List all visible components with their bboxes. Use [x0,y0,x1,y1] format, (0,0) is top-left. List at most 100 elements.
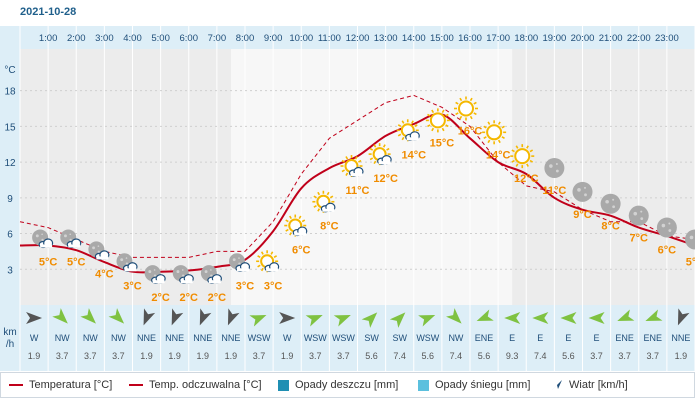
sun-ray [301,219,306,223]
hour-label: 15:00 [430,33,454,44]
cloud-base [124,268,137,272]
wind-arrow-icon [279,312,296,324]
hours-header [0,26,695,49]
sun-ray [483,125,487,129]
sun-ray [526,145,529,149]
temp-label: 15°C [430,137,455,149]
wind-direction: NNE [221,333,240,343]
hour-label: 12:00 [346,33,370,44]
temp-label: 6°C [658,245,677,257]
sun-ray [257,255,261,258]
moon-crater [120,258,124,262]
cloud-icon [94,250,110,260]
hour-label: 7:00 [208,33,227,44]
wind-speed: 3.7 [618,351,631,361]
wind-speed: 3.7 [84,351,97,361]
wind-arrow-shape [560,312,577,324]
sun-ray [414,124,418,127]
cloud-icon [235,262,251,272]
cloud-icon [264,262,280,272]
moon-crater [148,270,152,274]
cloud-icon [405,131,420,141]
wind-direction: WSW [304,333,327,343]
cloud-icon [348,166,364,177]
moon-crater [125,262,129,265]
sun-ray [273,255,278,258]
cloud-icon [207,274,222,284]
moon-crater [125,257,128,259]
moon-icon [600,193,621,214]
sun-ray [401,120,405,124]
wind-arrow-icon [645,309,663,321]
wind-unit-label: /h [6,339,14,350]
wind-direction: E [537,333,543,343]
wind-speed: 3.7 [56,351,69,361]
wind-arrow-icon [617,309,635,321]
hour-label: 6:00 [180,33,199,44]
sun-ray [459,97,463,102]
sun-ray [373,160,377,165]
cloud-icon [179,274,194,284]
cloud-icon [151,274,166,284]
wind-arrow-shape [532,312,549,324]
moon-disc [544,158,565,179]
wind-direction: E [594,333,600,343]
hour-label: 4:00 [123,33,142,44]
moon-crater [210,269,212,271]
wind-speed: 5.6 [365,351,378,361]
wind-speed: 7.4 [393,351,406,361]
hour-label: 22:00 [627,33,651,44]
sun-ray [427,113,431,117]
sun-ray [501,136,505,139]
wind-direction: E [509,333,515,343]
sun-ray [445,113,449,117]
moon-disc [656,217,677,238]
sun-ray [382,144,386,148]
sun-ray [497,139,501,144]
moon-crater [64,234,67,238]
moon-crater [153,274,157,277]
moon-crater [210,274,213,277]
sun-ray [469,115,473,120]
y-tick-label: 18 [4,87,16,98]
legend-temp-label: Temperatura [°C] [29,379,113,391]
sun-ray [317,191,321,196]
moon-icon [656,217,677,238]
moon-crater [668,222,671,225]
sun-ray [431,109,435,114]
wind-arrow-shape [476,309,494,321]
moon-crater [35,234,39,238]
wind-speed: 5.6 [562,351,575,361]
sun-ray [515,163,519,167]
cloud-base [322,208,335,212]
legend-rain-label: Opady deszczu [mm] [295,379,399,391]
legend-temp: Temperatura [°C] [9,379,112,391]
sun-ray [469,97,473,102]
temp-label: 2°C [180,292,199,304]
wind-speed: 5.6 [422,351,435,361]
sun-ray [270,251,274,255]
wind-arrow-shape [199,308,212,326]
wind-arrow-icon [249,315,267,327]
moon-disc [628,205,649,226]
moon-crater [689,235,694,240]
y-tick-label: 6 [7,230,13,241]
moon-crater [584,186,586,189]
cloud-icon [66,238,82,249]
temp-label: 5°C [39,256,58,268]
wind-arrow-icon [446,308,462,324]
wind-direction: SW [392,333,407,343]
hour-label: 18:00 [514,33,538,44]
cloud-icon [377,155,392,165]
moon-crater [238,262,241,265]
sun-icon [482,120,507,145]
sun-ray [326,191,330,196]
moon-crater [181,269,184,271]
wind-arrow-shape [26,312,43,324]
wind-unit-label: km [3,327,16,338]
sun-ray [441,109,445,114]
sun-ray [497,121,501,125]
sun-disc [514,148,531,165]
wind-speed: 3.7 [309,351,322,361]
moon-icon [628,205,649,226]
